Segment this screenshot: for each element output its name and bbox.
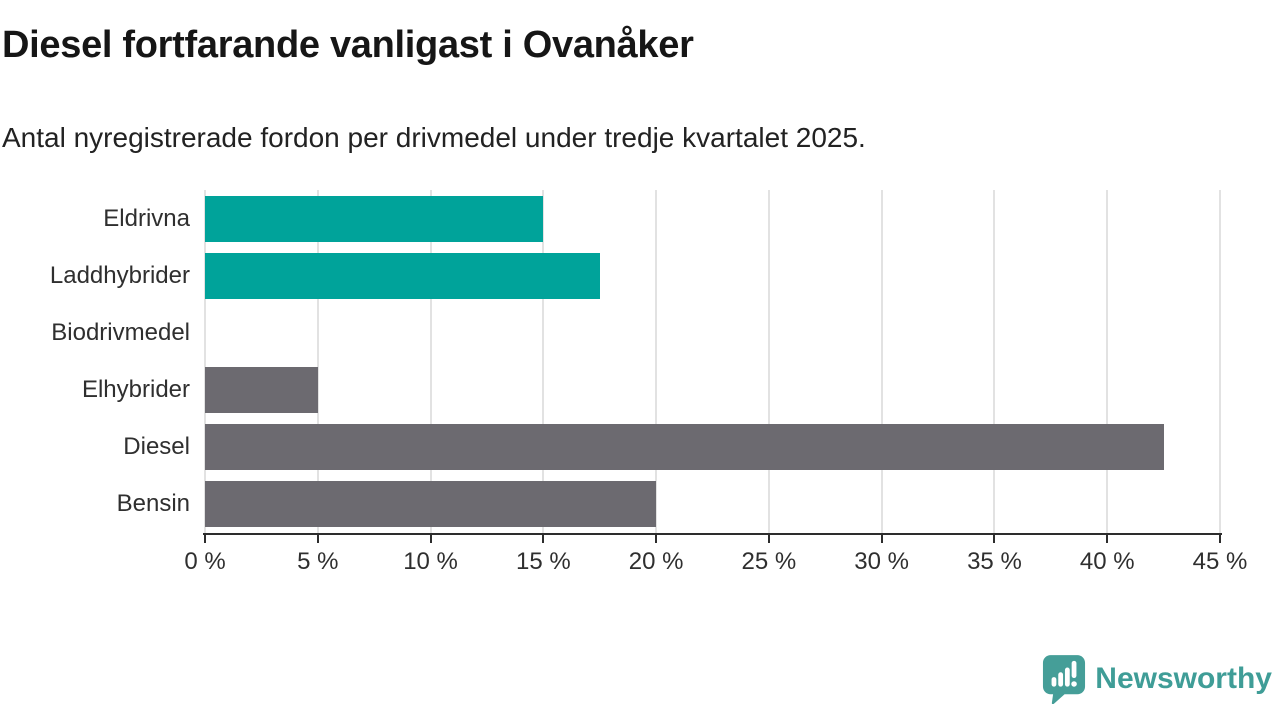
bar-row-diesel: Diesel — [0, 419, 1220, 476]
bar-bensin — [205, 481, 657, 528]
newsworthy-logo: Newsworthy — [1042, 654, 1272, 704]
x-axis-tick — [880, 535, 883, 543]
gridline — [429, 190, 432, 533]
bar-rows: Eldrivna Laddhybrider Biodrivmedel Elhybrid… — [0, 190, 1220, 533]
bar-row-laddhybrider: Laddhybrider — [0, 247, 1220, 304]
x-axis-tick-label: 45 % — [1192, 548, 1248, 575]
x-axis-tick-label: 30 % — [854, 548, 910, 575]
x-axis-tick — [316, 535, 319, 543]
x-axis-tick — [429, 535, 432, 543]
chart-subtitle: Antal nyregistrerade fordon per drivmede… — [2, 122, 866, 153]
bar-row-biodrivmedel: Biodrivmedel — [0, 304, 1220, 361]
x-axis-tick — [655, 535, 658, 543]
category-label-elhybrider: Elhybrider — [81, 376, 190, 404]
x-axis-tick-label: 0 % — [184, 548, 226, 575]
bar-laddhybrider — [205, 252, 600, 299]
x-axis-tick-label: 25 % — [741, 548, 797, 575]
x-axis-tick-label: 5 % — [297, 548, 339, 575]
bar-track — [205, 476, 1220, 533]
gridlines-layer — [204, 190, 1221, 533]
x-axis-tick-label: 20 % — [628, 548, 684, 575]
category-label-laddhybrider: Laddhybrider — [49, 261, 190, 289]
horizontal-bar-chart: Eldrivna Laddhybrider Biodrivmedel Elhybrid… — [0, 190, 1247, 590]
gridline — [993, 190, 996, 533]
chart-title: Diesel fortfarande vanligast i Ovanåker — [2, 24, 694, 66]
category-label-diesel: Diesel — [123, 433, 190, 461]
gridline — [880, 190, 883, 533]
x-axis-tick-label: 35 % — [967, 548, 1022, 575]
gridline — [767, 190, 770, 533]
newsworthy-bar-chart-bubble-icon — [1043, 655, 1086, 704]
gridline — [1219, 190, 1221, 533]
category-label-bensin: Bensin — [116, 490, 190, 518]
x-axis-tick-label: 15 % — [515, 548, 571, 575]
category-label-eldrivna: Eldrivna — [103, 204, 190, 232]
x-axis-tick — [1106, 535, 1109, 543]
gridline — [204, 190, 206, 533]
bar-track — [205, 419, 1220, 476]
newsworthy-logo-text: Newsworthy — [1095, 662, 1272, 695]
gridline — [542, 190, 545, 533]
bar-row-elhybrider: Elhybrider — [0, 362, 1220, 419]
category-label-biodrivmedel: Biodrivmedel — [51, 318, 190, 346]
x-axis-tick — [767, 535, 770, 543]
bar-row-eldrivna: Eldrivna — [0, 190, 1220, 247]
bar-diesel — [205, 424, 1164, 471]
gridline — [316, 190, 319, 533]
bar-eldrivna — [205, 195, 544, 242]
x-axis-tick-label: 10 % — [403, 548, 458, 575]
x-axis-line — [203, 533, 1222, 535]
gridline — [1106, 190, 1109, 533]
x-axis-tick-label: 40 % — [1079, 548, 1135, 575]
x-axis-tick — [204, 535, 206, 543]
bar-track — [205, 247, 1220, 304]
x-axis-tick — [542, 535, 545, 543]
x-axis-ticks — [204, 535, 1221, 543]
gridline — [655, 190, 658, 533]
bar-track — [205, 304, 1220, 361]
bar-track — [205, 362, 1220, 419]
x-axis-tick — [993, 535, 996, 543]
bar-track — [205, 190, 1220, 247]
bar-elhybrider — [205, 367, 318, 414]
x-axis-tick — [1219, 535, 1221, 543]
x-axis-tick-labels: 0 % 5 % 10 % 15 % 20 % 25 % 30 % 35 % 40 % 45 % — [184, 548, 1247, 578]
bar-row-bensin: Bensin — [0, 476, 1220, 533]
